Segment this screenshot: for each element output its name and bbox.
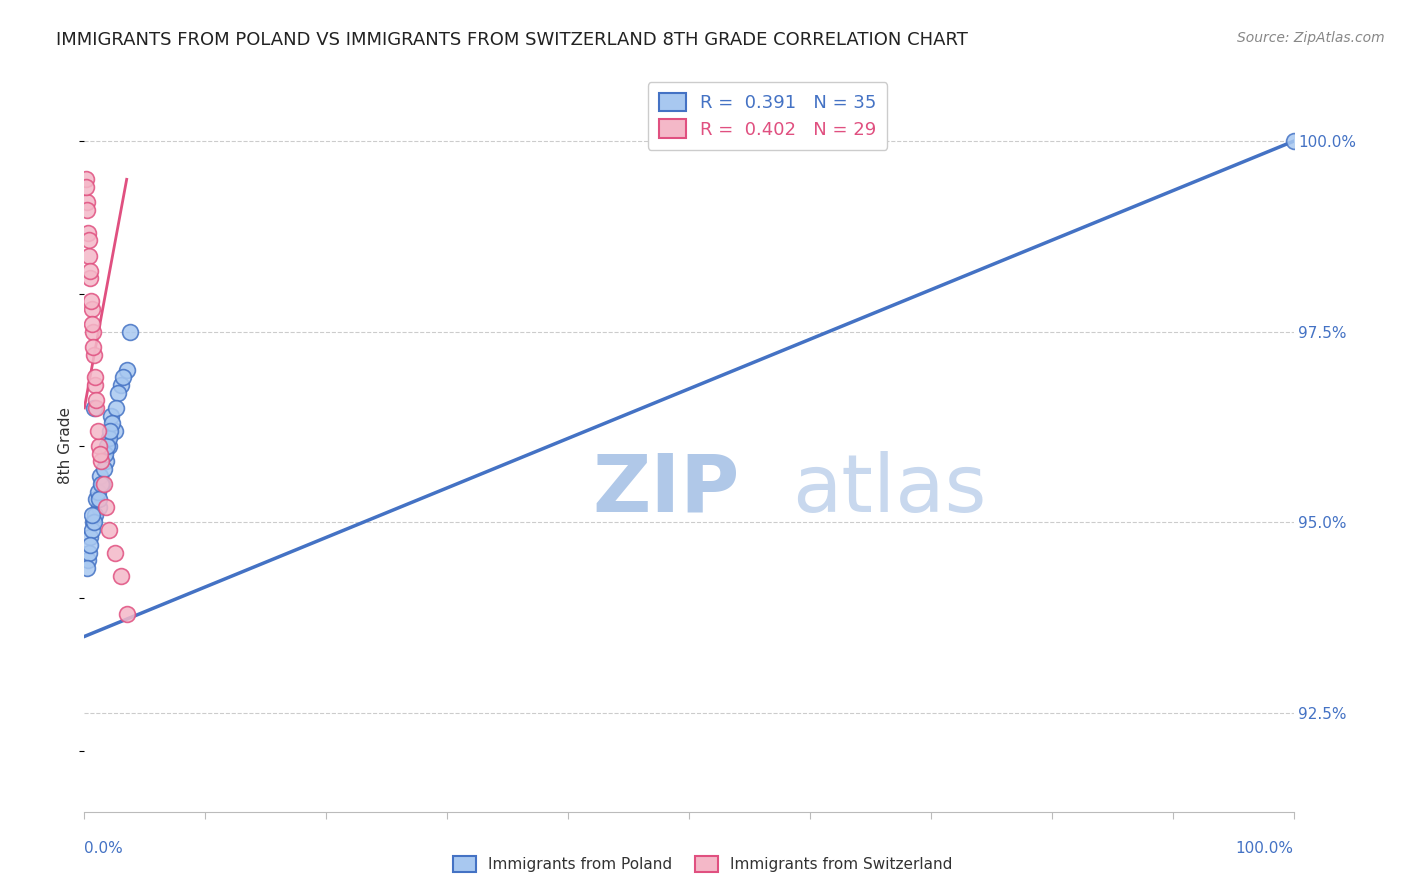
Point bbox=[76, 195, 98, 210]
Point bbox=[77, 546, 100, 560]
Point bbox=[94, 500, 117, 514]
Point bbox=[87, 492, 110, 507]
Point bbox=[82, 317, 104, 331]
Text: atlas: atlas bbox=[792, 450, 986, 529]
Point bbox=[83, 401, 105, 415]
Text: Source: ZipAtlas.com: Source: ZipAtlas.com bbox=[1237, 31, 1385, 45]
Y-axis label: 8th Grade: 8th Grade bbox=[58, 408, 73, 484]
Point bbox=[84, 378, 107, 392]
Point bbox=[104, 424, 127, 438]
Point bbox=[110, 378, 132, 392]
Point bbox=[87, 500, 110, 514]
Point bbox=[80, 523, 103, 537]
Point bbox=[80, 301, 103, 316]
Point bbox=[120, 325, 142, 339]
Point bbox=[104, 401, 127, 415]
Point bbox=[77, 233, 100, 247]
Legend: R =  0.391   N = 35, R =  0.402   N = 29: R = 0.391 N = 35, R = 0.402 N = 29 bbox=[648, 82, 887, 150]
Point bbox=[86, 484, 108, 499]
Point bbox=[82, 340, 104, 354]
Point bbox=[115, 607, 138, 621]
Point bbox=[79, 271, 101, 285]
Point bbox=[115, 363, 138, 377]
Point bbox=[1282, 134, 1305, 148]
Point bbox=[86, 492, 108, 507]
Point bbox=[83, 347, 105, 361]
Point bbox=[112, 370, 135, 384]
Point bbox=[87, 439, 110, 453]
Point bbox=[93, 462, 115, 476]
Point bbox=[98, 424, 121, 438]
Point bbox=[79, 264, 101, 278]
Legend: Immigrants from Poland, Immigrants from Switzerland: Immigrants from Poland, Immigrants from … bbox=[446, 848, 960, 880]
Point bbox=[89, 447, 111, 461]
Point bbox=[79, 538, 101, 552]
Point bbox=[76, 561, 98, 575]
Point bbox=[83, 515, 105, 529]
Point bbox=[84, 508, 107, 522]
Point bbox=[94, 454, 117, 468]
Point bbox=[104, 546, 127, 560]
Point bbox=[80, 294, 103, 309]
Point bbox=[77, 226, 100, 240]
Point bbox=[86, 401, 108, 415]
Point bbox=[110, 568, 132, 582]
Point bbox=[75, 172, 97, 186]
Text: 100.0%: 100.0% bbox=[1236, 841, 1294, 856]
Point bbox=[82, 515, 104, 529]
Point bbox=[107, 385, 129, 400]
Text: IMMIGRANTS FROM POLAND VS IMMIGRANTS FROM SWITZERLAND 8TH GRADE CORRELATION CHAR: IMMIGRANTS FROM POLAND VS IMMIGRANTS FRO… bbox=[56, 31, 969, 49]
Point bbox=[90, 477, 112, 491]
Point bbox=[94, 447, 117, 461]
Point bbox=[90, 454, 112, 468]
Point bbox=[97, 431, 120, 445]
Point bbox=[97, 523, 120, 537]
Point bbox=[77, 248, 100, 262]
Point bbox=[97, 439, 120, 453]
Point bbox=[91, 477, 114, 491]
Point bbox=[80, 508, 103, 522]
Point bbox=[93, 477, 115, 491]
Point bbox=[75, 180, 97, 194]
Point bbox=[79, 531, 101, 545]
Point bbox=[96, 439, 118, 453]
Point bbox=[89, 469, 111, 483]
Point bbox=[84, 393, 107, 408]
Point bbox=[86, 424, 108, 438]
Text: ZIP: ZIP bbox=[592, 450, 740, 529]
Point bbox=[82, 325, 104, 339]
Point bbox=[83, 370, 105, 384]
Point bbox=[76, 202, 98, 217]
Text: 0.0%: 0.0% bbox=[84, 841, 124, 856]
Point bbox=[100, 409, 122, 423]
Point bbox=[77, 553, 100, 567]
Point bbox=[101, 416, 124, 430]
